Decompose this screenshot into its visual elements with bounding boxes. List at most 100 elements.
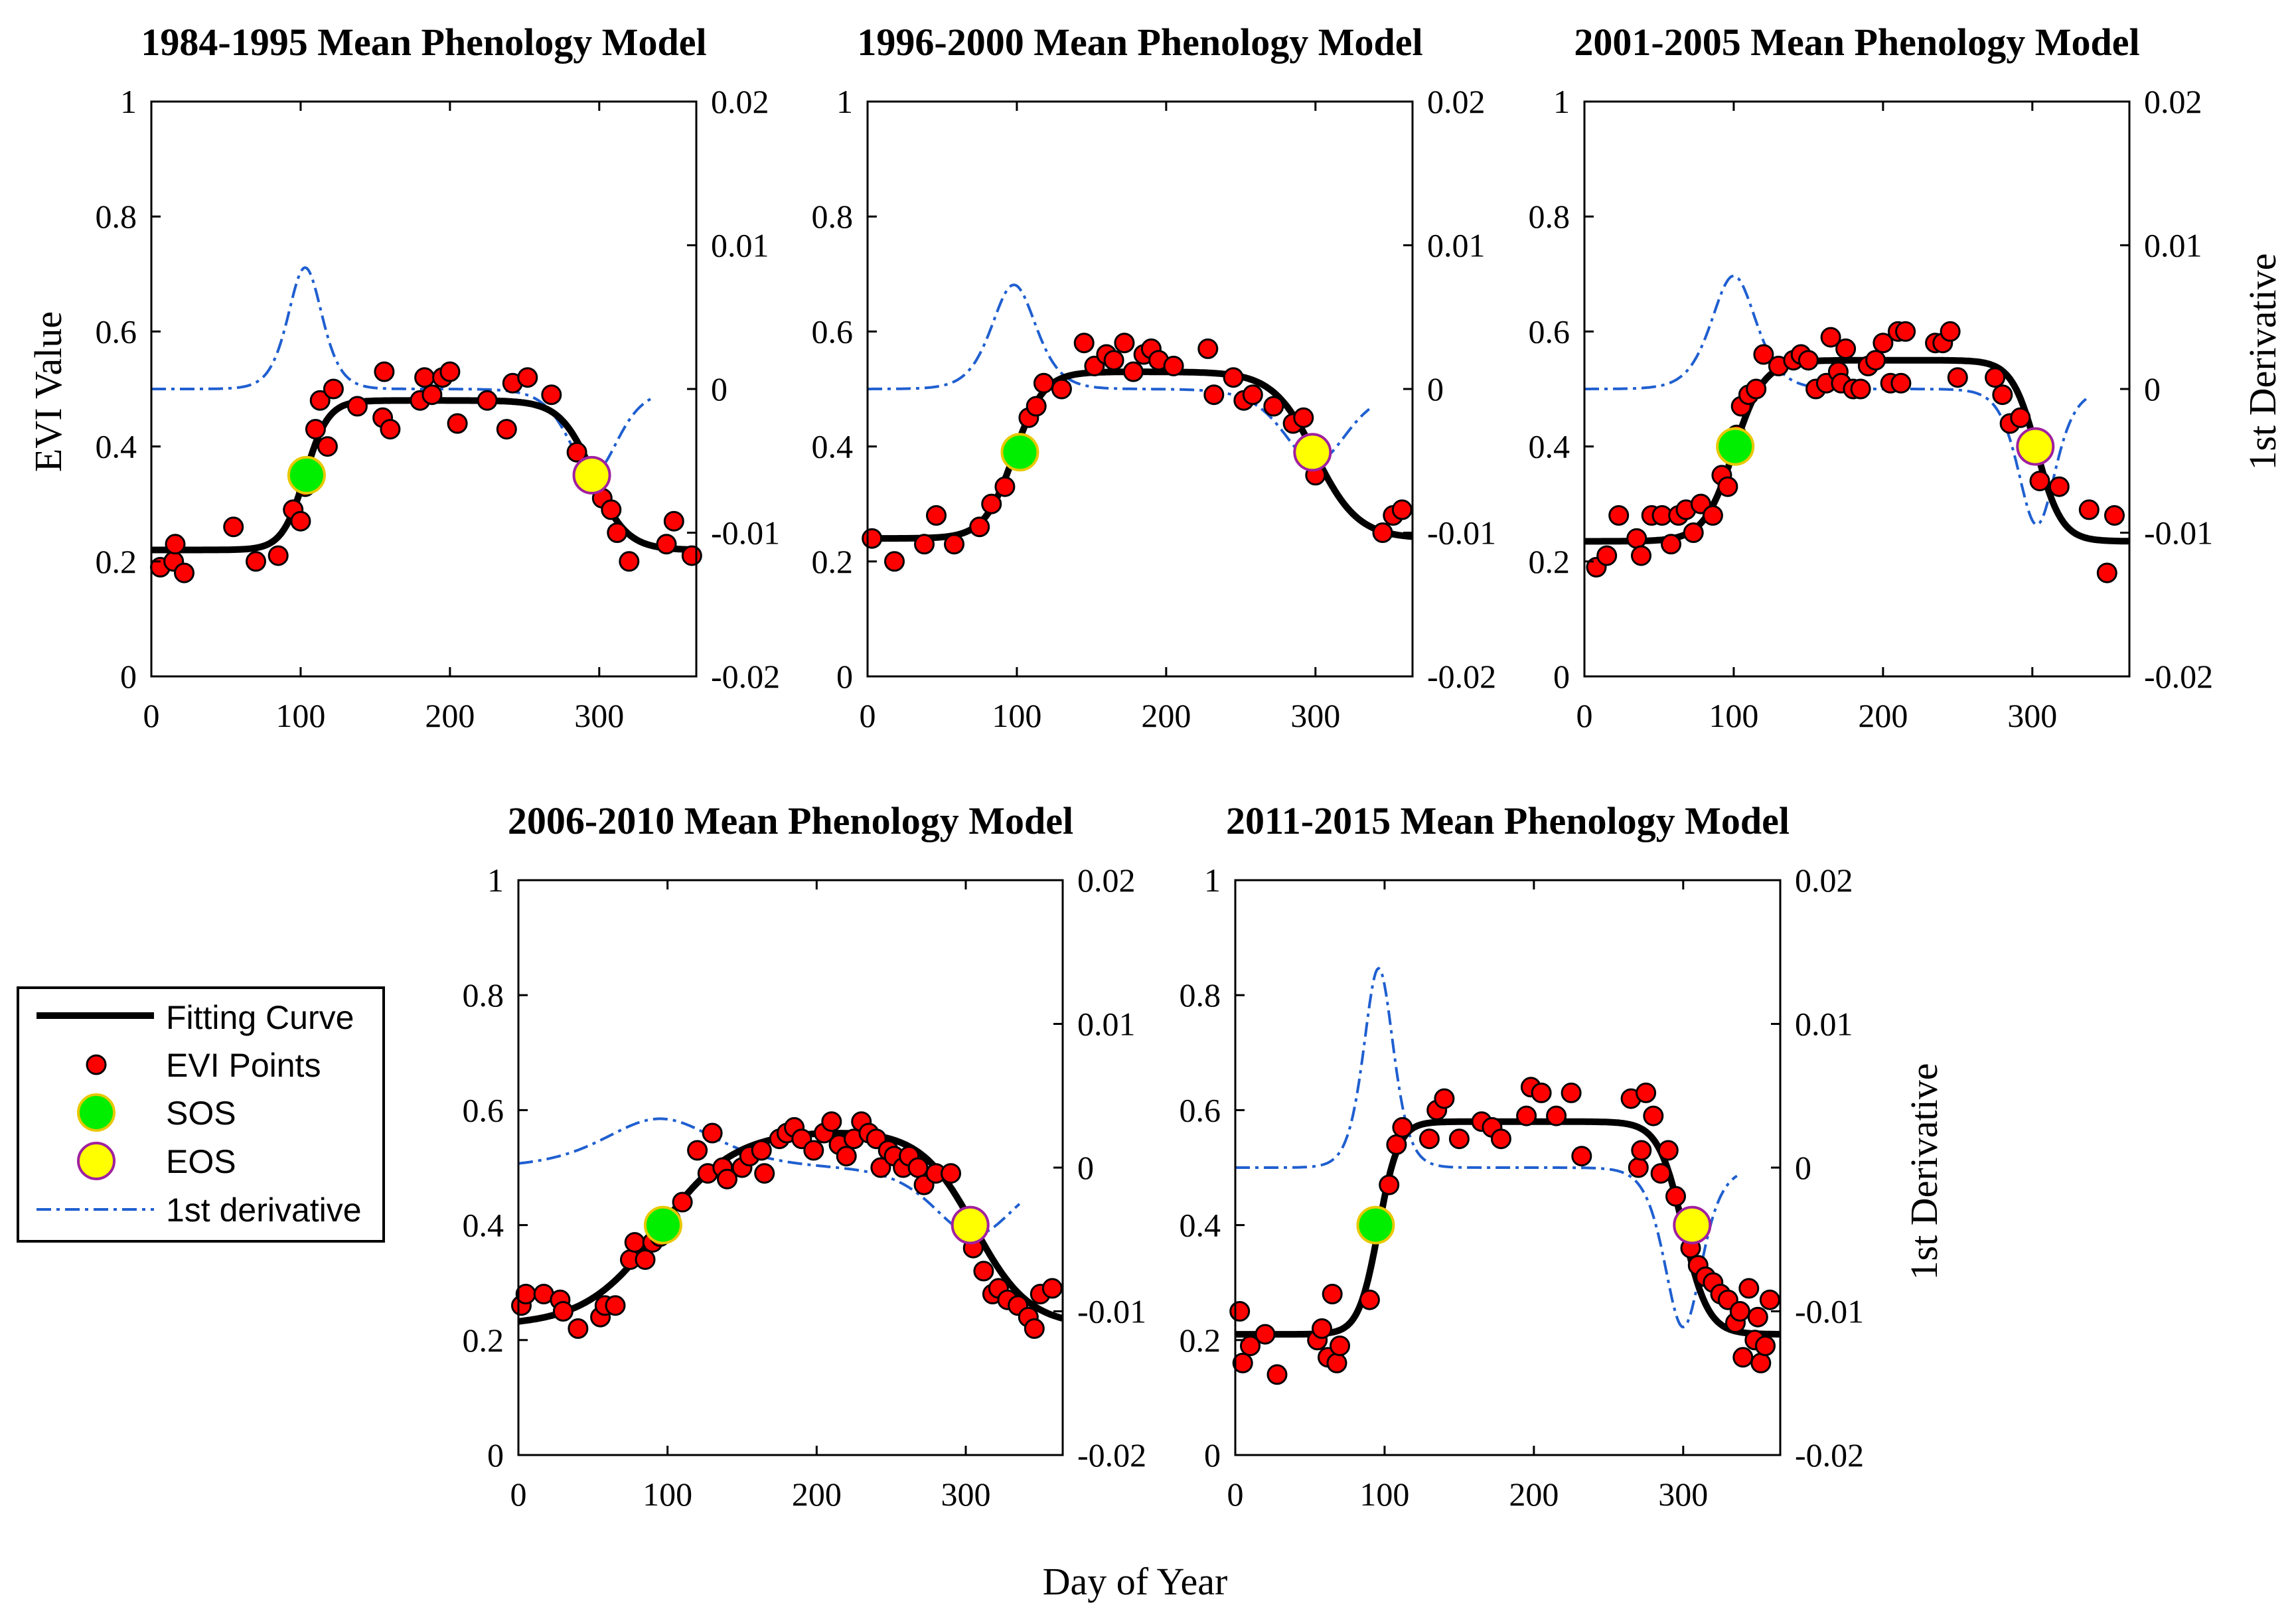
evi-point: [1326, 1352, 1347, 1373]
evi-point: [1242, 384, 1263, 406]
y-tick-label: 0.8: [463, 976, 504, 1014]
y2-tick-label: 0: [2144, 370, 2161, 408]
evi-point: [944, 534, 964, 555]
y-tick-label: 0: [1204, 1436, 1221, 1474]
figure-left-axis-label: EVI Value: [27, 311, 70, 472]
evi-point: [1596, 545, 1618, 566]
evi-point: [870, 1157, 891, 1178]
legend-sos-swatch: [77, 1093, 115, 1132]
evi-point: [1073, 333, 1095, 354]
evi-point: [1717, 476, 1738, 497]
evi-point: [1266, 1364, 1288, 1385]
y-tick-label: 0.6: [96, 313, 137, 350]
evi-point: [1379, 1174, 1400, 1195]
evi-point: [1051, 378, 1072, 400]
evi-point: [656, 534, 677, 555]
evi-point: [1418, 1128, 1440, 1150]
evi-point: [1729, 1301, 1750, 1322]
y2-tick-label: 0.01: [711, 227, 769, 264]
evi-point: [926, 505, 947, 526]
evi-point: [323, 378, 344, 400]
evi-point: [601, 499, 622, 520]
evi-point: [1386, 1134, 1407, 1155]
y-tick-label: 0.2: [463, 1322, 504, 1359]
evi-point: [1516, 1105, 1537, 1126]
figure-right-axis-label-bottom: 1st Derivative: [1902, 1063, 1946, 1280]
evi-point: [1631, 1140, 1652, 1161]
evi-point: [1755, 1336, 1776, 1356]
evi-point: [702, 1122, 723, 1144]
evi-point: [1041, 1278, 1063, 1299]
evi-point: [223, 516, 244, 538]
legend-eos-label: EOS: [166, 1143, 236, 1180]
legend-points-swatch: [86, 1054, 107, 1075]
x-tick-label: 100: [275, 697, 325, 734]
legend-eos-swatch: [77, 1142, 115, 1180]
evi-point: [1026, 396, 1047, 417]
evi-point: [1947, 367, 1968, 388]
y-tick-label: 0.6: [1180, 1091, 1221, 1128]
evi-point: [2029, 471, 2050, 492]
derivative-line: [151, 266, 654, 475]
y2-tick-label: 0: [711, 370, 727, 408]
y2-tick-label: 0.02: [1795, 862, 1853, 899]
evi-point: [994, 476, 1016, 497]
derivative-line: [868, 283, 1371, 463]
eos-marker: [572, 455, 611, 495]
evi-point: [1122, 361, 1144, 382]
evi-point: [1628, 1157, 1649, 1178]
y-tick-label: 0.8: [1180, 976, 1221, 1014]
y2-tick-label: -0.01: [2144, 514, 2213, 552]
evi-point: [1531, 1082, 1552, 1103]
x-tick-label: 0: [1227, 1476, 1244, 1513]
x-tick-label: 200: [1141, 697, 1191, 734]
x-tick-label: 0: [860, 697, 876, 734]
evi-point: [2010, 407, 2031, 428]
evi-point: [1985, 367, 2006, 388]
y-tick-label: 0.4: [1529, 428, 1570, 465]
evi-point: [687, 1140, 708, 1161]
y-tick-label: 0.6: [812, 313, 854, 350]
eos-marker: [1673, 1205, 1712, 1245]
evi-point: [1657, 1140, 1679, 1161]
evi-point: [884, 551, 905, 572]
y2-tick-label: -0.01: [711, 514, 780, 552]
x-tick-label: 200: [792, 1476, 842, 1513]
evi-point: [1820, 327, 1841, 348]
evi-point: [2096, 562, 2117, 583]
evi-point: [1643, 1105, 1664, 1126]
evi-point: [1490, 1128, 1511, 1150]
evi-point: [1798, 350, 1819, 371]
evi-point: [1732, 1347, 1754, 1368]
y2-tick-label: -0.02: [1077, 1436, 1146, 1474]
x-tick-label: 0: [143, 697, 160, 734]
y-tick-label: 0.2: [96, 543, 137, 580]
legend: Fitting Curve EVI Points SOS EOS 1st der…: [17, 986, 385, 1243]
evi-point: [803, 1140, 824, 1161]
evi-point: [1114, 333, 1135, 354]
y2-tick-label: -0.02: [2144, 658, 2213, 695]
y-tick-label: 0.4: [1180, 1207, 1221, 1244]
y-tick-label: 0.2: [812, 543, 854, 580]
evi-point: [1392, 1116, 1413, 1138]
evi-point: [1850, 378, 1871, 400]
y-tick-label: 0: [1553, 658, 1570, 695]
evi-point: [1229, 1301, 1251, 1322]
eos-marker: [951, 1205, 990, 1245]
y2-tick-label: 0.01: [1427, 227, 1486, 264]
evi-point: [1747, 1306, 1768, 1328]
chart-title: 1996-2000 Mean Phenology Model: [857, 21, 1422, 64]
y-tick-label: 1: [120, 83, 137, 120]
evi-point: [1561, 1082, 1582, 1103]
y2-tick-label: -0.02: [1795, 1436, 1864, 1474]
evi-point: [1240, 1336, 1261, 1356]
y2-tick-label: 0.01: [1077, 1006, 1136, 1043]
evi-point: [1232, 1352, 1253, 1373]
x-tick-label: 300: [1658, 1476, 1708, 1513]
y2-tick-label: 0: [1077, 1149, 1094, 1186]
evi-point: [246, 551, 266, 572]
evi-point: [1391, 499, 1413, 520]
